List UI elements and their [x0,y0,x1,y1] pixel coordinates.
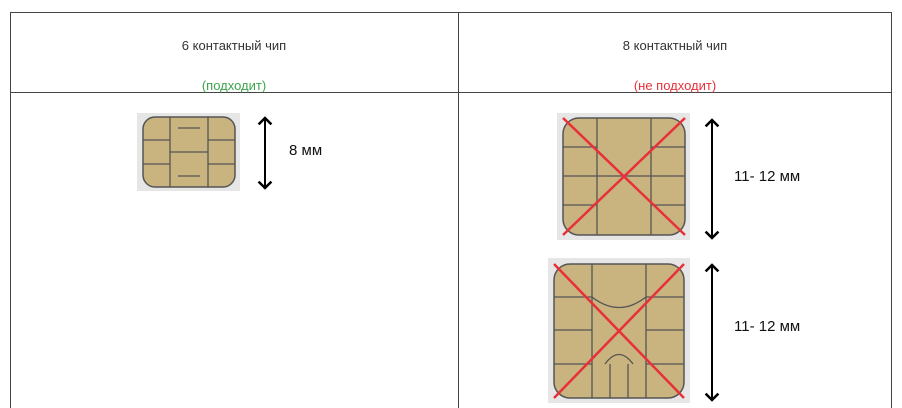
size-label: 11- 12 мм [734,168,801,185]
size-label: 11- 12 мм [734,318,801,335]
header-note: (подходит) [201,78,267,93]
header-title: 8 контактный чип [622,38,728,53]
header-title: 6 контактный чип [181,38,287,53]
chip-6-contact [137,113,240,191]
chip-8-contact [548,258,690,403]
table-border [10,12,892,408]
chip-8-contact [557,113,690,240]
size-label: 8 мм [289,142,323,159]
header-note: (не подходит) [633,78,717,93]
